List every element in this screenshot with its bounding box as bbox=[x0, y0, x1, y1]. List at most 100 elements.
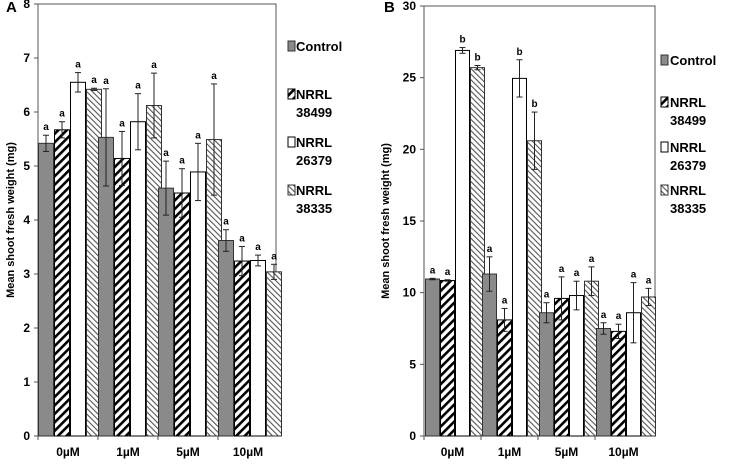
legend-label-b-nrrl-38335: 38335 bbox=[670, 201, 706, 216]
legend-label-b-nrrl-26379: 26379 bbox=[670, 158, 706, 173]
significance-label-a-nrrl-38335-10um: a bbox=[271, 251, 277, 262]
bar-a-nrrl-38335-10um bbox=[266, 271, 282, 437]
significance-label-a-nrrl-38499-5um: a bbox=[179, 156, 185, 167]
significance-label-a-nrrl-26379-10um: a bbox=[255, 242, 261, 253]
legend-label-b-nrrl-38335: NRRL bbox=[670, 183, 706, 198]
legend-swatch-b-nrrl-38499 bbox=[660, 96, 669, 108]
legend-swatch-b-control bbox=[660, 54, 669, 66]
significance-label-a-control-1um: a bbox=[103, 76, 109, 87]
legend-label-b-nrrl-38499: NRRL bbox=[670, 95, 706, 110]
significance-label-a-control-0um: a bbox=[43, 122, 49, 133]
bar-a-nrrl-38499-1um bbox=[114, 157, 130, 437]
significance-label-b-nrrl-38335-5um: a bbox=[589, 254, 595, 265]
significance-label-a-control-5um: a bbox=[163, 148, 169, 159]
bar-a-nrrl-38499-0um bbox=[54, 129, 70, 437]
significance-label-b-nrrl-26379-0um: b bbox=[459, 35, 465, 46]
significance-label-b-control-1um: a bbox=[487, 244, 493, 255]
y-tick-label-b: 0 bbox=[409, 429, 416, 443]
legend-label-a-nrrl-38335: 38335 bbox=[296, 201, 332, 216]
significance-label-b-nrrl-38499-1um: a bbox=[502, 295, 508, 306]
y-tick-label-b: 20 bbox=[403, 142, 417, 156]
significance-label-a-nrrl-38499-1um: a bbox=[119, 118, 125, 129]
x-tick-label-b: 10µM bbox=[608, 445, 638, 459]
bar-a-nrrl-26379-1um bbox=[130, 121, 146, 437]
significance-label-a-nrrl-26379-5um: a bbox=[195, 130, 201, 141]
significance-label-b-nrrl-38499-5um: a bbox=[559, 264, 565, 275]
bar-b-control-10um bbox=[596, 328, 611, 437]
legend-swatch-b-nrrl-26379 bbox=[660, 141, 669, 153]
legend-label-a-nrrl-26379: 26379 bbox=[296, 153, 332, 168]
legend-label-a-nrrl-38499: 38499 bbox=[296, 105, 332, 120]
significance-label-a-nrrl-38335-0um: a bbox=[91, 75, 97, 86]
y-tick-label-a: 8 bbox=[23, 0, 30, 11]
y-tick-label-a: 3 bbox=[23, 267, 30, 281]
panel-label-a: A bbox=[6, 0, 17, 16]
x-tick-label-a: 0µM bbox=[56, 445, 80, 459]
bar-b-control-5um bbox=[539, 312, 554, 437]
bar-a-nrrl-38499-5um bbox=[174, 192, 190, 437]
significance-label-b-nrrl-38499-10um: a bbox=[616, 311, 622, 322]
significance-label-a-nrrl-38499-10um: a bbox=[239, 233, 245, 244]
bar-b-control-0um bbox=[425, 278, 440, 437]
bar-b-nrrl-26379-0um bbox=[455, 49, 470, 437]
significance-label-a-nrrl-26379-0um: a bbox=[75, 60, 81, 71]
bar-b-nrrl-38335-10um bbox=[641, 296, 656, 437]
legend-swatch-a-nrrl-38499 bbox=[287, 88, 296, 100]
bar-a-nrrl-26379-10um bbox=[250, 260, 266, 437]
legend-label-a-nrrl-38499: NRRL bbox=[296, 87, 332, 102]
y-tick-label-b: 25 bbox=[403, 71, 417, 85]
significance-label-b-nrrl-38499-0um: a bbox=[445, 267, 451, 278]
bar-b-nrrl-26379-5um bbox=[569, 295, 584, 437]
bar-a-nrrl-26379-0um bbox=[70, 81, 86, 437]
bar-a-control-5um bbox=[158, 187, 174, 437]
y-tick-label-a: 0 bbox=[23, 429, 30, 443]
x-tick-label-a: 5µM bbox=[176, 445, 200, 459]
bar-b-nrrl-38499-1um bbox=[497, 319, 512, 437]
y-tick-label-a: 4 bbox=[23, 213, 30, 227]
legend-label-a-nrrl-26379: NRRL bbox=[296, 135, 332, 150]
bar-a-control-10um bbox=[218, 240, 234, 437]
significance-label-b-nrrl-26379-1um: b bbox=[516, 47, 522, 58]
significance-label-b-nrrl-26379-5um: a bbox=[574, 268, 580, 279]
significance-label-a-nrrl-38335-1um: a bbox=[151, 60, 157, 71]
legend-label-b-nrrl-38499: 38499 bbox=[670, 113, 706, 128]
x-tick-label-a: 1µM bbox=[116, 445, 140, 459]
y-tick-label-a: 6 bbox=[23, 105, 30, 119]
y-tick-label-a: 1 bbox=[23, 375, 30, 389]
y-tick-label-b: 15 bbox=[403, 214, 417, 228]
y-axis-title-a: Mean shoot fresh weight (mg) bbox=[5, 142, 17, 298]
y-tick-label-a: 2 bbox=[23, 321, 30, 335]
y-tick-label-b: 30 bbox=[403, 0, 417, 13]
legend-swatch-b-nrrl-38335 bbox=[660, 184, 669, 196]
x-tick-label-a: 10µM bbox=[233, 445, 263, 459]
y-axis-title-b: Mean shoot fresh weight (mg) bbox=[380, 143, 392, 299]
bar-a-nrrl-38499-10um bbox=[234, 260, 250, 437]
significance-label-b-control-5um: a bbox=[544, 290, 550, 301]
y-tick-label-b: 5 bbox=[409, 357, 416, 371]
x-tick-label-b: 5µM bbox=[555, 445, 579, 459]
legend-label-a-control: Control bbox=[296, 39, 342, 54]
y-tick-label-a: 7 bbox=[23, 51, 30, 65]
x-tick-label-b: 0µM bbox=[441, 445, 465, 459]
legend-label-a-nrrl-38335: NRRL bbox=[296, 183, 332, 198]
legend-swatch-a-control bbox=[287, 40, 296, 52]
x-tick-label-b: 1µM bbox=[498, 445, 522, 459]
bar-a-control-0um bbox=[38, 142, 54, 437]
bar-b-nrrl-26379-1um bbox=[512, 77, 527, 437]
bar-b-control-1um bbox=[482, 273, 497, 437]
legend-label-b-control: Control bbox=[670, 53, 716, 68]
y-tick-label-a: 5 bbox=[23, 159, 30, 173]
legend-label-b-nrrl-26379: NRRL bbox=[670, 140, 706, 155]
bar-b-nrrl-38499-0um bbox=[440, 279, 455, 437]
legend-swatch-a-nrrl-26379 bbox=[287, 136, 296, 148]
significance-label-a-control-10um: a bbox=[223, 217, 229, 228]
significance-label-b-control-10um: a bbox=[601, 310, 607, 321]
panel-label-b: B bbox=[384, 0, 395, 16]
bar-b-nrrl-38499-10um bbox=[611, 330, 626, 437]
significance-label-b-nrrl-38335-1um: b bbox=[531, 99, 537, 110]
y-tick-label-b: 10 bbox=[403, 286, 417, 300]
significance-label-a-nrrl-38335-5um: a bbox=[211, 71, 217, 82]
significance-label-b-nrrl-26379-10um: a bbox=[631, 270, 637, 281]
bar-a-nrrl-26379-5um bbox=[190, 171, 206, 437]
